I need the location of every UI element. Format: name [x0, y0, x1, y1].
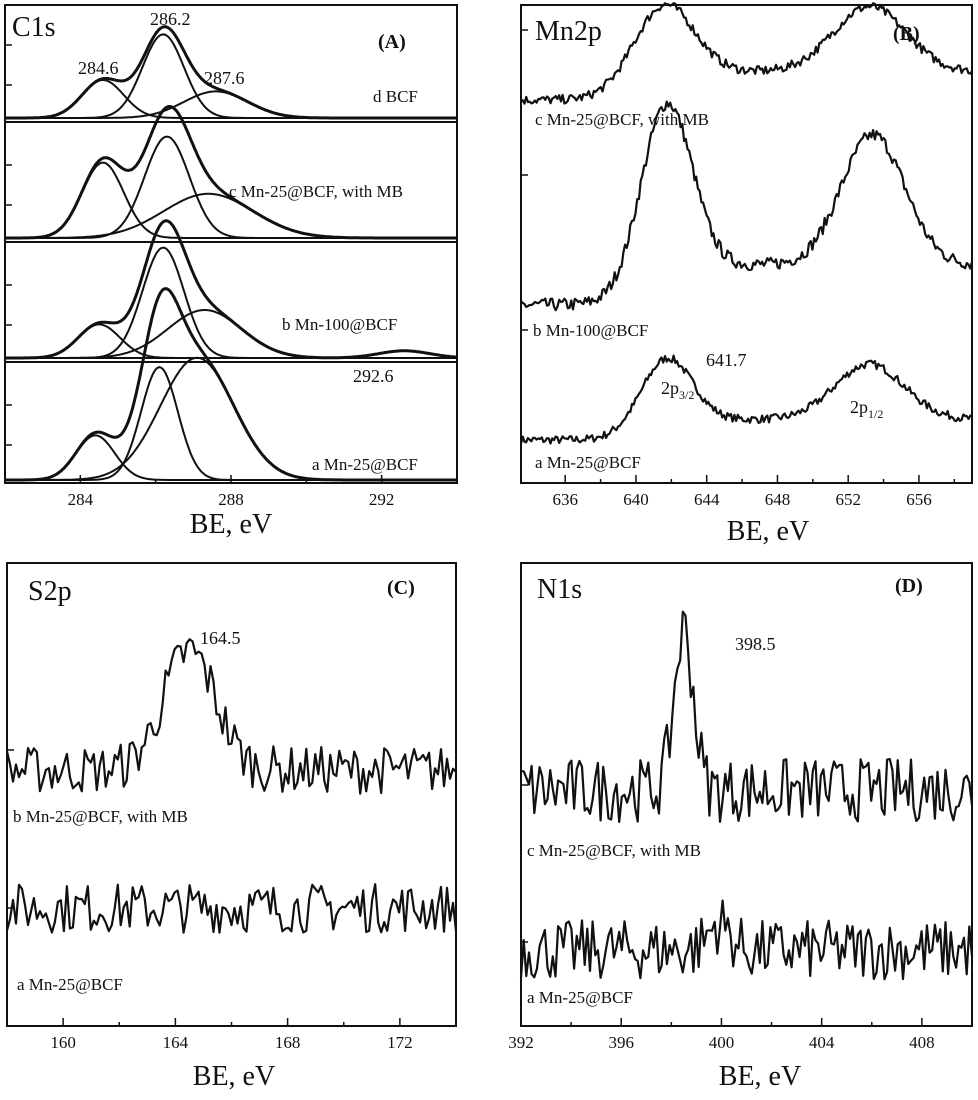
- panel-b-peak-label-641-7: 641.7: [706, 350, 747, 370]
- b-x-tick-label: 636: [552, 490, 578, 509]
- panel-c-curves: [5, 638, 458, 934]
- d-x-tick-label: 400: [709, 1033, 735, 1052]
- panel-c-series-a-label: a Mn-25@BCF: [17, 975, 123, 994]
- panel-d-peak-label-398-5: 398.5: [735, 634, 776, 654]
- panel-b-peak-label-2p32-sub: 3/2: [679, 388, 694, 402]
- d-x-tick-label: 396: [608, 1033, 634, 1052]
- panel-b-peak-label-2p32-main: 2p: [661, 378, 679, 398]
- panel-a: 284 288 292 C1s (A) d BCF c Mn-25@BCF, wit…: [4, 4, 458, 540]
- panel-d-x-axis-title: BE, eV: [719, 1061, 801, 1092]
- panel-b-curves: [519, 2, 974, 445]
- panel-b-series-a-label: a Mn-25@BCF: [535, 453, 641, 472]
- c-x-tick-label: 164: [163, 1033, 189, 1052]
- panel-b-peak-label-2p12-main: 2p: [850, 397, 868, 417]
- panel-d: 392 396 400 404 408 N1s (D) c Mn-25@BCF, wit…: [508, 562, 974, 1092]
- panel-a-peak-label-287-6: 287.6: [204, 68, 245, 88]
- b-x-tick-label: 644: [694, 490, 720, 509]
- panel-c-element-label: S2p: [28, 576, 72, 607]
- panel-c-ticks: 160 164 168 172: [7, 749, 457, 1052]
- panel-d-curves: [519, 610, 974, 981]
- panel-a-series-b-label: b Mn-100@BCF: [282, 315, 397, 334]
- panel-d-frame: [520, 562, 973, 1027]
- panel-b-series-c-label: c Mn-25@BCF, with MB: [535, 110, 709, 129]
- panel-c-series-1-trace: [5, 638, 457, 795]
- panel-c-letter: (C): [387, 577, 415, 599]
- panel-b-peak-label-2p12-sub: 1/2: [868, 407, 883, 421]
- d-x-tick-label: 392: [508, 1033, 534, 1052]
- panel-d-element-label: N1s: [537, 574, 582, 605]
- panel-a-element-label: C1s: [12, 12, 56, 43]
- c-x-tick-label: 168: [275, 1033, 301, 1052]
- panel-a-curves: [5, 25, 457, 482]
- a-x-tick-label: 284: [68, 490, 94, 509]
- panel-a-peak-label-284-6: 284.6: [78, 58, 119, 78]
- a-x-tick-label: 288: [218, 490, 244, 509]
- d-x-tick-label: 408: [909, 1033, 935, 1052]
- panel-d-ticks: 392 396 400 404 408: [508, 784, 973, 1052]
- panel-b-peak-label-2p32: 2p3/2: [661, 378, 694, 402]
- panel-b-peak-label-2p12: 2p1/2: [850, 397, 883, 421]
- panel-b-series-1-trace: [520, 100, 974, 312]
- b-x-tick-label: 640: [623, 490, 649, 509]
- panel-b-element-label: Mn2p: [535, 16, 602, 47]
- c-x-tick-label: 172: [387, 1033, 413, 1052]
- panel-a-series-2-envelope: [5, 105, 457, 240]
- b-x-tick-label: 652: [835, 490, 861, 509]
- panel-a-series-c-label: c Mn-25@BCF, with MB: [229, 182, 403, 201]
- panel-c-peak-label-164-5: 164.5: [200, 628, 241, 648]
- panel-b: 636 640 644 648 652 656 Mn2p (B) c Mn-25@BCF,…: [519, 2, 974, 547]
- panel-c-series-0-trace: [5, 883, 458, 934]
- panel-b-frame: [520, 4, 973, 484]
- panel-a-series-d-label: d BCF: [373, 87, 418, 106]
- a-x-tick-label: 292: [369, 490, 395, 509]
- panel-a-series-a-label: a Mn-25@BCF: [312, 455, 418, 474]
- panel-c-series-b-label: b Mn-25@BCF, with MB: [13, 807, 188, 826]
- panel-b-ticks: 636 640 644 648 652 656: [521, 29, 956, 509]
- panel-c: 160 164 168 172 S2p (C) b Mn-25@BCF, with M…: [5, 562, 458, 1092]
- panel-d-series-c-label: c Mn-25@BCF, with MB: [527, 841, 701, 860]
- panel-c-x-axis-title: BE, eV: [193, 1061, 275, 1092]
- panel-b-series-b-label: b Mn-100@BCF: [533, 321, 648, 340]
- panel-b-series-0-trace: [519, 354, 973, 445]
- b-x-tick-label: 648: [765, 490, 791, 509]
- panel-d-series-a-label: a Mn-25@BCF: [527, 988, 633, 1007]
- c-x-tick-label: 160: [50, 1033, 76, 1052]
- panel-b-letter: (B): [893, 23, 920, 45]
- panel-b-x-axis-title: BE, eV: [727, 516, 809, 547]
- panel-a-x-axis-title: BE, eV: [190, 509, 272, 540]
- panel-a-ticks: 284 288 292: [5, 44, 458, 509]
- panel-a-series-0-envelope: [5, 287, 457, 482]
- panel-d-series-0-trace: [519, 899, 974, 981]
- panel-a-letter: (A): [378, 31, 406, 53]
- panel-d-letter: (D): [895, 575, 923, 597]
- panel-a-peak-label-286-2: 286.2: [150, 9, 191, 29]
- d-x-tick-label: 404: [809, 1033, 835, 1052]
- b-x-tick-label: 656: [906, 490, 932, 509]
- panel-a-peak-label-292-6: 292.6: [353, 366, 394, 386]
- panel-a-series-3-envelope: [5, 25, 457, 120]
- panel-a-series-1-envelope: [5, 219, 457, 360]
- panel-d-series-1-trace: [520, 610, 974, 823]
- panel-b-series-2-trace: [520, 2, 973, 105]
